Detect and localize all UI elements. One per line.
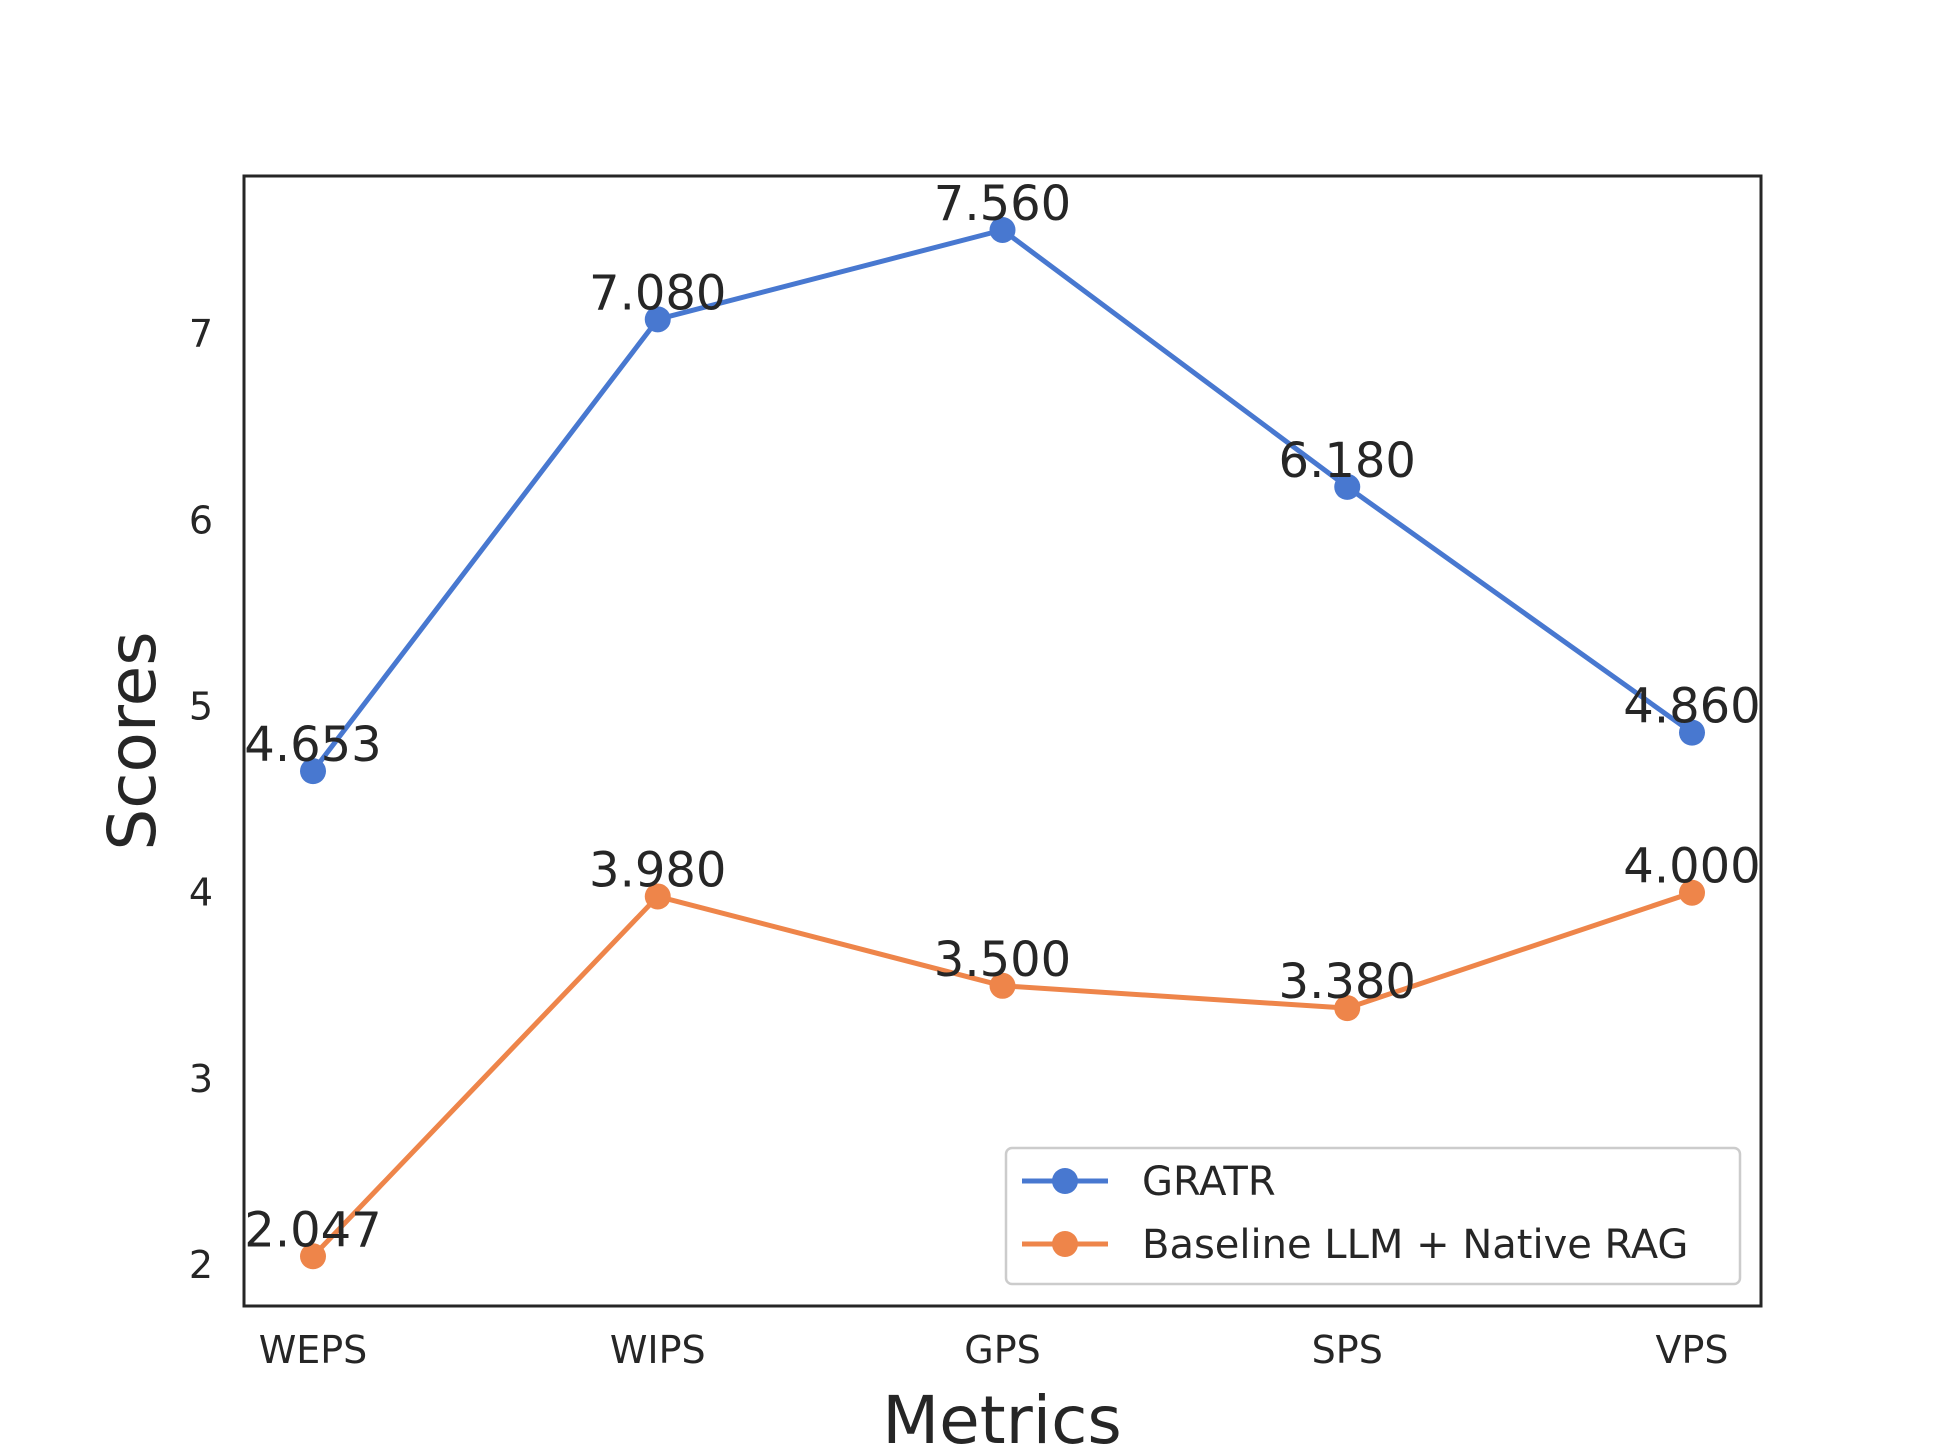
legend: GRATR Baseline LLM + Native RAG (1004, 1146, 1742, 1286)
data-label-baseline-llm-native-rag: 4.000 (1623, 839, 1760, 895)
data-point-baseline-llm-native-rag (989, 972, 1016, 999)
y-tick-label: 6 (189, 498, 213, 542)
data-label-gratr: 6.180 (1279, 433, 1416, 489)
x-tick-label: VPS (1655, 1328, 1728, 1372)
x-axis-title: Metrics (882, 1382, 1122, 1453)
y-tick-label: 3 (189, 1057, 213, 1101)
data-point-baseline-llm-native-rag (1334, 995, 1361, 1022)
data-label-gratr: 4.860 (1623, 679, 1760, 735)
data-label-gratr: 7.080 (589, 265, 726, 321)
x-axis-ticks: WEPS WIPS GPS SPS VPS (259, 1328, 1729, 1372)
legend-label-gratr: GRATR (1142, 1159, 1276, 1205)
data-labels: 4.653 7.080 7.560 6.180 4.860 2.047 3.980 3.500… (244, 176, 1760, 1258)
y-tick-label: 5 (189, 685, 213, 729)
data-point-baseline-llm-native-rag (644, 883, 671, 910)
data-label-baseline-llm-native-rag: 2.047 (244, 1202, 381, 1258)
y-tick-label: 4 (189, 871, 213, 915)
legend-marker-baseline (1052, 1231, 1078, 1257)
data-label-gratr: 4.653 (244, 717, 381, 773)
data-point-gratr (300, 758, 326, 785)
y-axis-title: Scores (94, 631, 171, 850)
x-tick-label: GPS (964, 1328, 1040, 1372)
x-tick-label: SPS (1312, 1328, 1383, 1372)
x-tick-label: WEPS (259, 1328, 368, 1372)
x-tick-label: WIPS (610, 1328, 706, 1372)
data-label-baseline-llm-native-rag: 3.980 (589, 842, 726, 898)
y-tick-label: 2 (189, 1243, 213, 1287)
data-point-baseline-llm-native-rag (1679, 879, 1705, 906)
series-line-gratr (310, 227, 1695, 774)
y-tick-label: 7 (189, 312, 213, 356)
data-label-baseline-llm-native-rag: 3.380 (1279, 954, 1416, 1010)
legend-marker-gratr (1052, 1168, 1078, 1194)
plot-frame (242, 174, 1763, 1308)
data-label-baseline-llm-native-rag: 3.500 (934, 932, 1071, 988)
data-point-gratr (989, 216, 1016, 243)
legend-label-baseline: Baseline LLM + Native RAG (1142, 1222, 1688, 1268)
data-point-baseline-llm-native-rag (300, 1243, 326, 1270)
series-layer (300, 216, 1705, 1270)
data-point-gratr (1679, 719, 1705, 746)
data-label-gratr: 7.560 (934, 176, 1071, 232)
data-point-gratr (644, 306, 671, 333)
data-point-gratr (1334, 473, 1361, 500)
y-axis-ticks: 2 3 4 5 6 7 (189, 312, 213, 1287)
legend-box (1004, 1146, 1742, 1286)
